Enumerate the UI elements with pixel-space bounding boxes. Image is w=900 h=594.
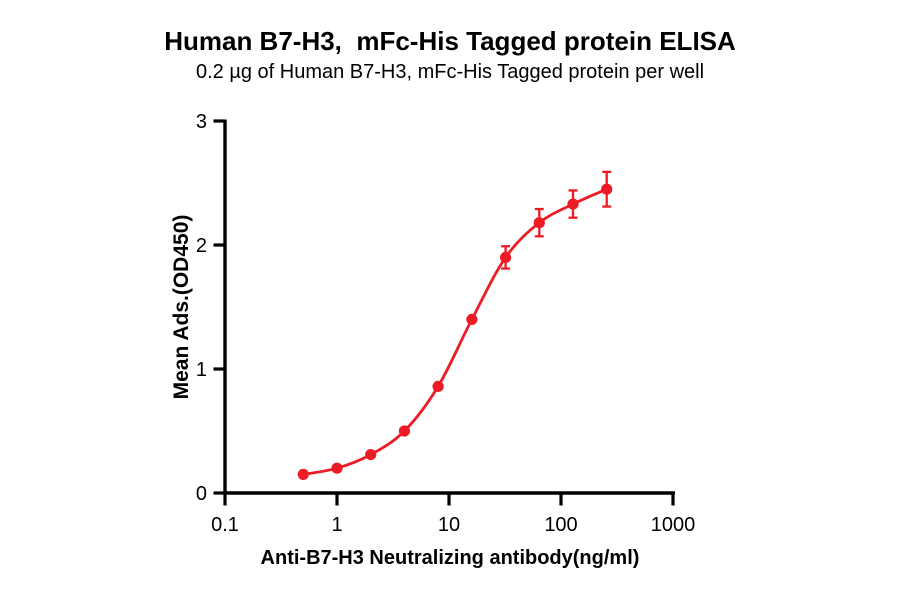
data-point — [500, 251, 512, 263]
x-axis-label: Anti-B7-H3 Neutralizing antibody(ng/ml) — [260, 547, 640, 569]
data-point — [331, 462, 343, 474]
data-point — [601, 183, 613, 195]
x-tick-label: 100 — [544, 514, 577, 536]
chart-subtitle: 0.2 µg of Human B7-H3, mFc-His Tagged pr… — [195, 61, 705, 83]
x-tick-label: 1000 — [651, 514, 696, 536]
y-axis-label: Mean Ads.(OD450) — [170, 214, 193, 400]
data-point — [466, 313, 478, 325]
data-point — [398, 425, 410, 437]
fit-curve — [303, 187, 608, 476]
x-tick-label: 10 — [438, 514, 460, 536]
data-point — [365, 449, 377, 461]
x-tick-label: 0.1 — [211, 514, 239, 536]
data-point — [533, 217, 545, 229]
x-tick-label: 1 — [331, 514, 342, 536]
chart-title: Human B7-H3, mFc-His Tagged protein ELIS… — [164, 26, 736, 56]
axis-line — [223, 119, 675, 495]
y-tick-label: 1 — [196, 359, 207, 381]
y-tick-label: 2 — [196, 235, 207, 257]
data-point — [567, 198, 579, 210]
data-point — [432, 380, 444, 392]
y-tick-label: 0 — [196, 483, 207, 505]
y-tick-label: 3 — [196, 111, 207, 133]
data-point — [297, 468, 309, 480]
